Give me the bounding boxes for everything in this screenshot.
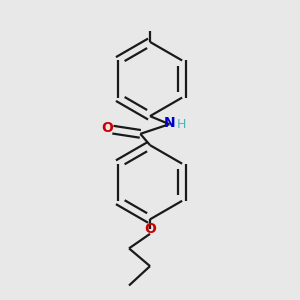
Text: H: H bbox=[177, 118, 186, 131]
Text: N: N bbox=[164, 116, 176, 130]
Text: O: O bbox=[101, 122, 113, 135]
Text: O: O bbox=[144, 222, 156, 236]
